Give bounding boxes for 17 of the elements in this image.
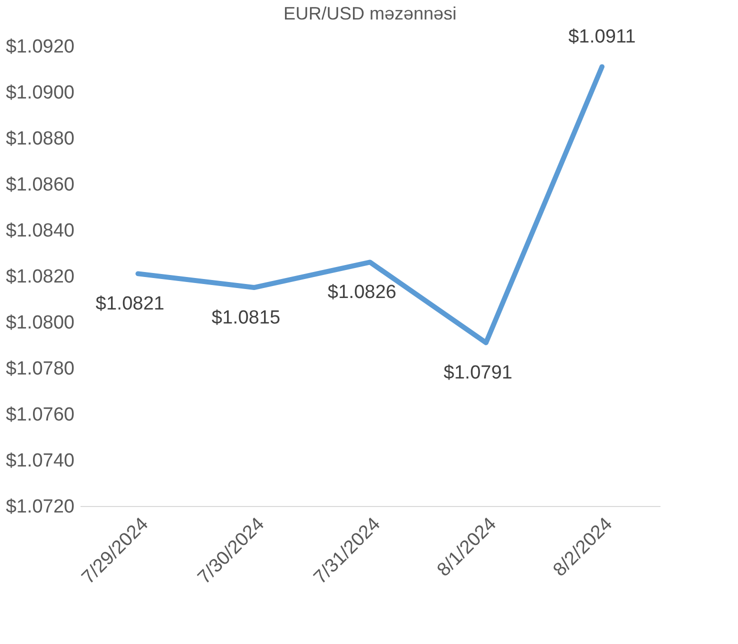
y-tick-label: $1.0900 xyxy=(6,82,74,104)
y-tick-label: $1.0860 xyxy=(6,174,74,196)
data-label: $1.0791 xyxy=(444,362,512,384)
y-tick-label: $1.0720 xyxy=(6,496,74,518)
y-tick-label: $1.0820 xyxy=(6,266,74,288)
y-tick-label: $1.0880 xyxy=(6,128,74,150)
chart-title: EUR/USD məzənnəsi xyxy=(283,4,457,24)
data-label: $1.0911 xyxy=(568,26,636,48)
data-label: $1.0815 xyxy=(212,308,280,328)
y-tick-label: $1.0800 xyxy=(6,312,74,334)
y-tick-label: $1.0780 xyxy=(6,358,74,380)
data-label: $1.0826 xyxy=(328,282,396,304)
y-tick-label: $1.0760 xyxy=(6,404,74,426)
y-tick-label: $1.0920 xyxy=(6,36,74,58)
data-label: $1.0821 xyxy=(96,294,164,315)
y-tick-label: $1.0740 xyxy=(6,450,74,472)
y-tick-label: $1.0840 xyxy=(6,220,74,242)
